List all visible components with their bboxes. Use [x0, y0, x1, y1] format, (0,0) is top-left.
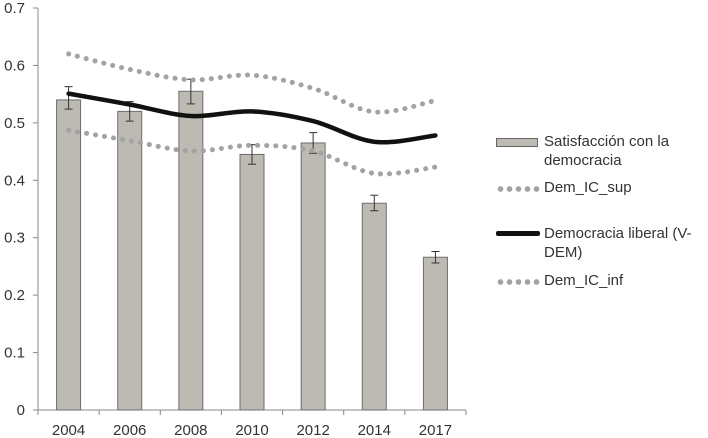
- bar-series: [56, 90, 448, 411]
- y-tick-label: 0.4: [4, 172, 25, 189]
- legend-label-dem-ic-sup: Dem_IC_sup: [544, 179, 632, 196]
- line-democracia-liberal-v-dem: [66, 91, 438, 145]
- legend-label-dem-ic-inf: Dem_IC_inf: [544, 272, 624, 289]
- x-tick-label: 2004: [52, 422, 85, 438]
- bar: [117, 110, 143, 411]
- x-tick-label: 2008: [174, 422, 207, 438]
- y-tick-label: 0.6: [4, 57, 25, 74]
- y-tick-label: 0.1: [4, 345, 25, 362]
- bar: [239, 153, 265, 411]
- bar: [361, 202, 387, 411]
- x-axis: 2004 2006 2008 2010 2012 2014 2017: [37, 409, 467, 438]
- legend-swatch-dotted: [496, 186, 540, 192]
- bar: [422, 256, 448, 411]
- y-tick-label: 0.7: [4, 0, 25, 17]
- line-series: [66, 51, 438, 177]
- legend-label-democracia-liberal: Democracia liberal (V-DEM): [544, 225, 692, 261]
- y-tick-label: 0.5: [4, 115, 25, 132]
- line-dem-ic-inf: [66, 127, 438, 177]
- x-tick-label: 2014: [358, 422, 391, 438]
- line-dem-ic-sup: [66, 51, 438, 115]
- bar: [56, 99, 82, 411]
- bar: [300, 142, 326, 411]
- x-tick-label: 2006: [113, 422, 146, 438]
- x-tick-label: 2017: [419, 422, 452, 438]
- legend-label-satisfaccion: Satisfacción con la democracia: [544, 133, 670, 169]
- y-tick-label: 0: [17, 402, 25, 419]
- x-tick-label: 2010: [235, 422, 268, 438]
- x-tick-label: 2012: [296, 422, 329, 438]
- y-tick-label: 0.3: [4, 230, 25, 247]
- legend-swatch-solid: [496, 231, 540, 236]
- y-axis: 0 0.1 0.2 0.3 0.4 0.5 0.6 0.7: [4, 0, 39, 419]
- legend-swatch-dotted-inf: [496, 279, 540, 285]
- legend-swatch-bar: [496, 138, 538, 147]
- y-tick-label: 0.2: [4, 287, 25, 304]
- bar: [178, 90, 204, 411]
